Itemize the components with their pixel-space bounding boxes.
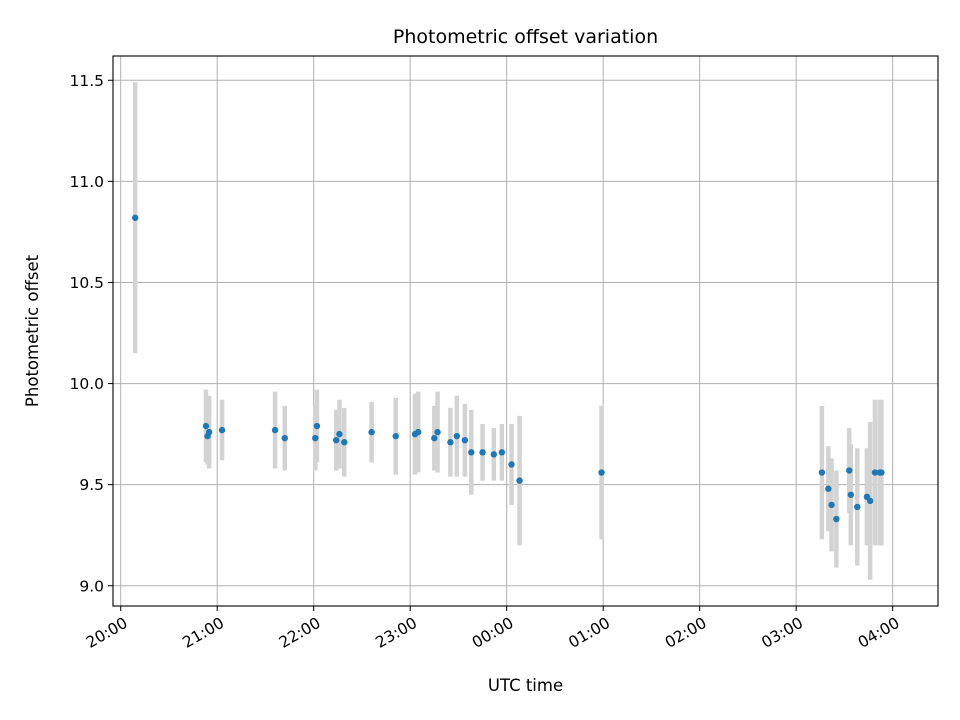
data-point [516,477,523,484]
data-point [281,434,288,442]
data-point [218,426,226,434]
data-point [833,515,840,523]
data-point [271,426,279,434]
data-point [498,449,506,456]
data-point [392,432,399,440]
data-point [866,497,874,505]
data-point [205,428,213,436]
grid [113,56,938,606]
data-point [846,467,853,474]
data-point [847,491,855,498]
data-point [461,436,469,444]
data-point [333,436,340,444]
y-tick-label: 11.5 [69,72,104,90]
data-point [312,434,319,442]
y-tick-label: 10.5 [69,274,104,292]
data-point [313,422,321,430]
data-point [598,469,605,476]
data-point [341,439,348,446]
data-point [479,449,486,456]
x-axis-title: UTC time [488,676,563,695]
data-point [818,469,826,476]
data-point [447,439,454,446]
y-axis-ticks: 9.0 9.5 10.0 10.5 11.0 11.5 [69,72,113,595]
chart-title: Photometric offset variation [393,26,658,48]
data-point [202,422,210,430]
data-point [415,428,422,436]
data-point [490,451,498,458]
data-point [854,503,861,511]
data-point [368,428,375,436]
data-point [453,432,461,440]
data-point [828,501,835,509]
data-point [871,469,879,476]
axes-frame [112,55,939,607]
y-tick-label: 9.0 [79,577,104,595]
y-tick-label: 9.5 [79,476,104,494]
data-point [431,434,438,442]
data-points [131,214,885,523]
data-point [468,449,475,456]
data-point [131,214,139,221]
data-point [336,430,343,438]
y-tick-label: 11.0 [69,173,104,191]
data-point [508,461,515,468]
y-axis-title: Photometric offset [23,254,42,407]
data-point [878,469,885,476]
data-point [825,485,832,492]
data-point [434,428,441,436]
y-tick-label: 10.0 [69,375,104,393]
